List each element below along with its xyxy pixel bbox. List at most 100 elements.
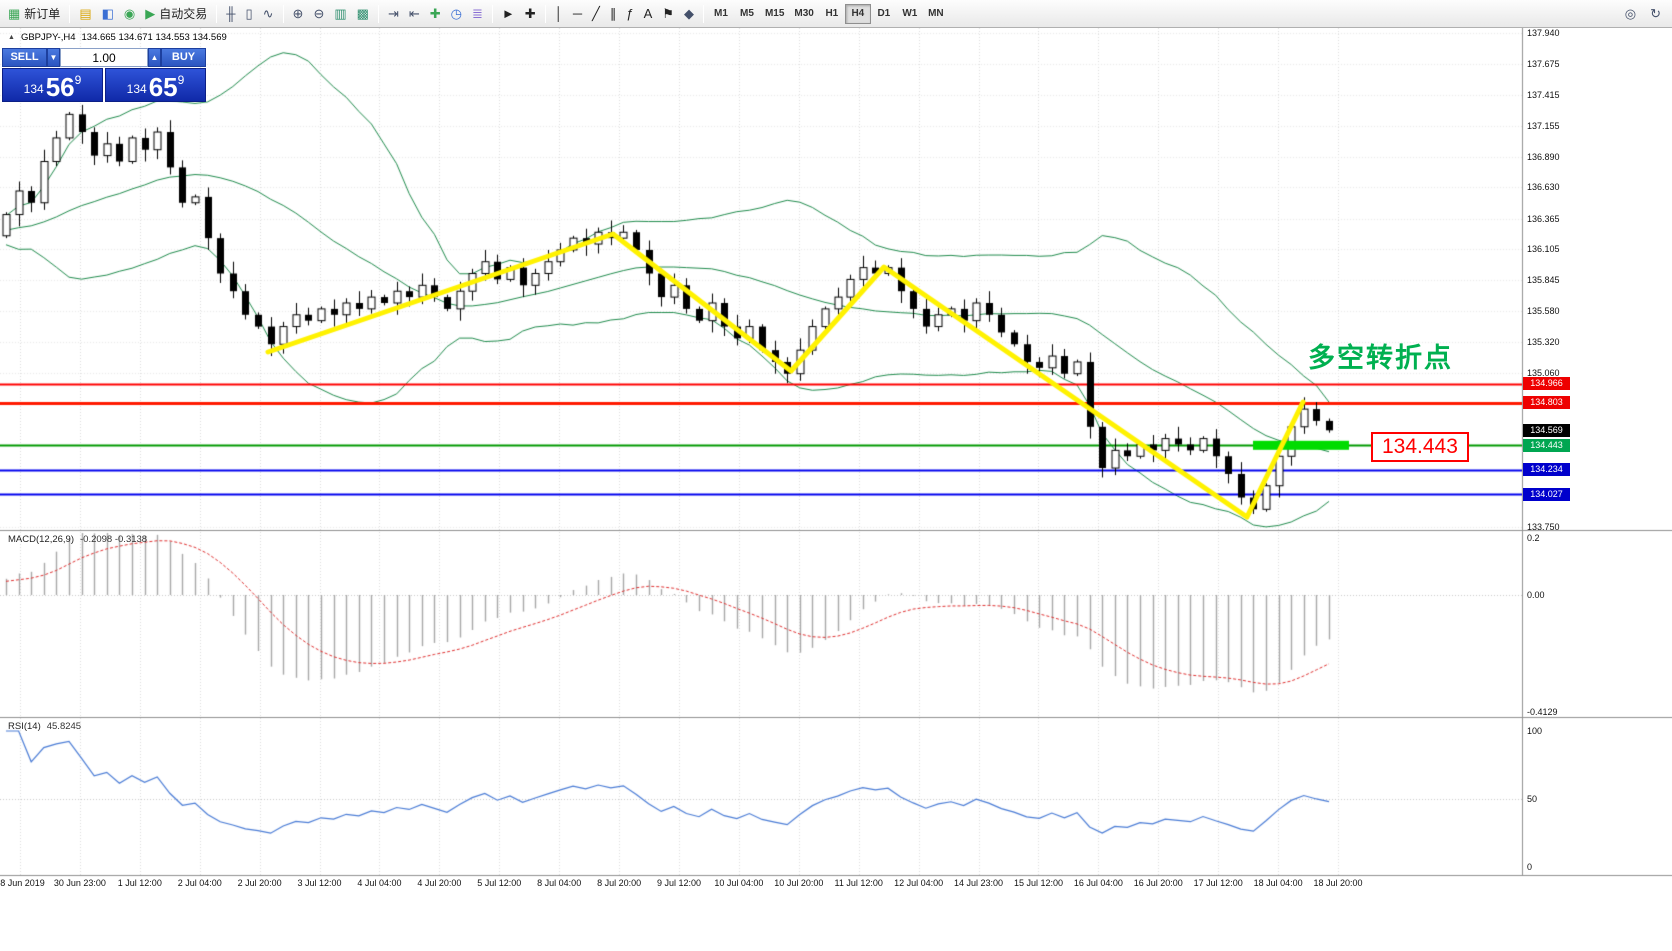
rsi-axis-label: 0 xyxy=(1527,862,1533,872)
time-axis-label: 4 Jul 20:00 xyxy=(417,878,462,888)
line-chart-icon: ∿ xyxy=(262,6,274,21)
line-chart-button[interactable]: ∿ xyxy=(258,3,279,25)
autotrade-button[interactable]: ▶ 自动交易 xyxy=(140,3,212,25)
crosshair-button[interactable]: ✚ xyxy=(520,3,541,25)
timeframe-w1-button[interactable]: W1 xyxy=(897,4,923,24)
time-axis-label: 1 Jul 12:00 xyxy=(117,878,162,888)
vertical-line-icon: │ xyxy=(554,6,563,21)
zoom-in-button[interactable]: ⊕ xyxy=(288,3,309,25)
rsi-axis-label: 50 xyxy=(1527,794,1538,804)
ask-big-digits: 65 xyxy=(148,71,178,102)
timeframe-mn-button[interactable]: MN xyxy=(923,4,949,24)
auto-arrange-button[interactable]: ▩ xyxy=(352,3,374,25)
time-axis-label: 28 Jun 2019 xyxy=(0,878,45,888)
cursor-button[interactable]: ► xyxy=(497,3,520,25)
time-axis-label: 12 Jul 04:00 xyxy=(894,878,944,888)
tile-windows-icon: ▥ xyxy=(334,6,347,21)
trade-panel-controls: SELL ▼ ▲ BUY xyxy=(2,48,206,67)
market-watch-button[interactable]: ▤ xyxy=(74,3,96,25)
buy-button[interactable]: BUY xyxy=(161,48,206,67)
bid-pipette: 9 xyxy=(74,73,82,87)
candlestick-chart-button[interactable]: ▯ xyxy=(240,3,257,25)
market-watch-icon: ▤ xyxy=(79,6,92,21)
main-toolbar: ▦ 新订单 ▤ ◧ ◉ ▶ 自动交易 ╫ ▯ ∿ ⊕ ⊖ ▥ ▩ ⇥ ⇤ ✚ ◷ ≣ ► ✚ │ ─ ╱ ∥ ƒ A ⚑ ◆ M1 M5 M1… xyxy=(0,0,1672,28)
bid-price-button[interactable]: 134 56 9 xyxy=(2,68,103,102)
symbol-ohlc-label: ▲ GBPJPY-,H4 134.665 134.671 134.553 134… xyxy=(8,32,227,43)
fibonacci-button[interactable]: ƒ xyxy=(621,3,638,25)
templates-button[interactable]: ✚ xyxy=(425,3,446,25)
toolbar-separator xyxy=(544,4,546,23)
quick-search-button[interactable]: ◎ xyxy=(1620,2,1641,24)
turning-point-annotation: 多空转折点 xyxy=(1308,343,1453,373)
timeframe-d1-button[interactable]: D1 xyxy=(871,4,897,24)
auto-arrange-icon: ▩ xyxy=(356,6,369,21)
timeframe-h1-button[interactable]: H1 xyxy=(819,4,845,24)
ask-prefix: 134 xyxy=(126,82,147,96)
time-axis-label: 2 Jul 20:00 xyxy=(237,878,282,888)
time-axis-label: 10 Jul 20:00 xyxy=(774,878,824,888)
timeframe-m1-button[interactable]: M1 xyxy=(708,4,734,24)
new-order-button[interactable]: ▦ 新订单 xyxy=(3,3,65,25)
price-axis-label: 136.630 xyxy=(1527,182,1560,193)
ask-price-button[interactable]: 134 65 9 xyxy=(105,68,206,102)
macd-indicator-label: MACD(12,26,9) -0.2098 -0.3138 xyxy=(8,534,147,545)
price-axis-label: 136.890 xyxy=(1527,151,1560,162)
time-axis-label: 5 Jul 12:00 xyxy=(477,878,522,888)
timeframe-m5-button[interactable]: M5 xyxy=(734,4,760,24)
price-tag-134.234: 134.234 xyxy=(1523,463,1570,477)
tile-windows-button[interactable]: ▥ xyxy=(329,3,351,25)
timeframe-m15-button[interactable]: M15 xyxy=(760,4,789,24)
bar-chart-button[interactable]: ╫ xyxy=(221,3,240,25)
channel-icon: ∥ xyxy=(609,6,617,21)
zoom-out-button[interactable]: ⊖ xyxy=(308,3,329,25)
ask-pipette: 9 xyxy=(177,73,185,87)
trendline-button[interactable]: ╱ xyxy=(587,3,605,25)
trendline-icon: ╱ xyxy=(592,6,600,21)
macd-axis-label: -0.4129 xyxy=(1527,707,1558,718)
refresh-button[interactable]: ↻ xyxy=(1645,2,1666,24)
time-axis-label: 17 Jul 12:00 xyxy=(1193,878,1243,888)
rsi-axis-label: 100 xyxy=(1527,726,1543,736)
timeframe-h4-button[interactable]: H4 xyxy=(844,3,871,24)
rsi-value: 45.8245 xyxy=(46,721,82,732)
label-tool-button[interactable]: ⚑ xyxy=(657,3,679,25)
price-tag-134.966: 134.966 xyxy=(1523,377,1570,391)
channel-button[interactable]: ∥ xyxy=(605,3,622,25)
volume-input[interactable] xyxy=(60,48,148,67)
price-axis-label: 137.415 xyxy=(1527,89,1560,100)
templates-plus-icon: ✚ xyxy=(429,6,441,21)
flag-icon: ⚑ xyxy=(662,6,674,21)
sell-button[interactable]: SELL xyxy=(2,48,47,67)
chart-canvas[interactable] xyxy=(0,28,1672,951)
price-axis-label: 136.365 xyxy=(1527,213,1560,224)
rsi-name: RSI(14) xyxy=(8,721,41,732)
period-button[interactable]: ◷ xyxy=(446,3,467,25)
autotrade-button-label: 自动交易 xyxy=(159,7,208,21)
volume-decrease-button[interactable]: ▼ xyxy=(47,48,60,67)
volume-increase-button[interactable]: ▲ xyxy=(148,48,161,67)
navigator-icon: ◉ xyxy=(123,6,136,21)
horizontal-line-button[interactable]: ─ xyxy=(568,3,587,25)
price-axis-label: 135.320 xyxy=(1527,336,1560,347)
price-axis-label: 137.940 xyxy=(1527,28,1560,38)
shapes-button[interactable]: ◆ xyxy=(679,3,699,25)
vertical-line-button[interactable]: │ xyxy=(550,3,568,25)
scroll-to-end-button[interactable]: ⇥ xyxy=(383,3,404,25)
price-tag-134.443: 134.443 xyxy=(1523,438,1570,452)
chart-shift-button[interactable]: ⇤ xyxy=(404,3,425,25)
navigator-button[interactable]: ◉ xyxy=(119,3,140,25)
time-axis-label: 16 Jul 04:00 xyxy=(1073,878,1123,888)
time-axis-label: 30 Jun 23:00 xyxy=(53,878,106,888)
new-order-icon: ▦ xyxy=(8,6,21,21)
text-tool-button[interactable]: A xyxy=(639,3,658,25)
time-axis-label: 2 Jul 04:00 xyxy=(177,878,222,888)
price-axis-label: 137.155 xyxy=(1527,120,1560,131)
price-axis-label: 135.845 xyxy=(1527,275,1560,285)
timeframe-m30-button[interactable]: M30 xyxy=(789,4,818,24)
data-window-button[interactable]: ◧ xyxy=(97,3,119,25)
clock-icon: ◷ xyxy=(450,6,463,21)
indicators-button[interactable]: ≣ xyxy=(467,3,488,25)
time-axis-label: 11 Jul 12:00 xyxy=(834,878,883,888)
time-axis-label: 14 Jul 23:00 xyxy=(954,878,1004,888)
macd-axis-label: 0.2 xyxy=(1527,533,1540,544)
